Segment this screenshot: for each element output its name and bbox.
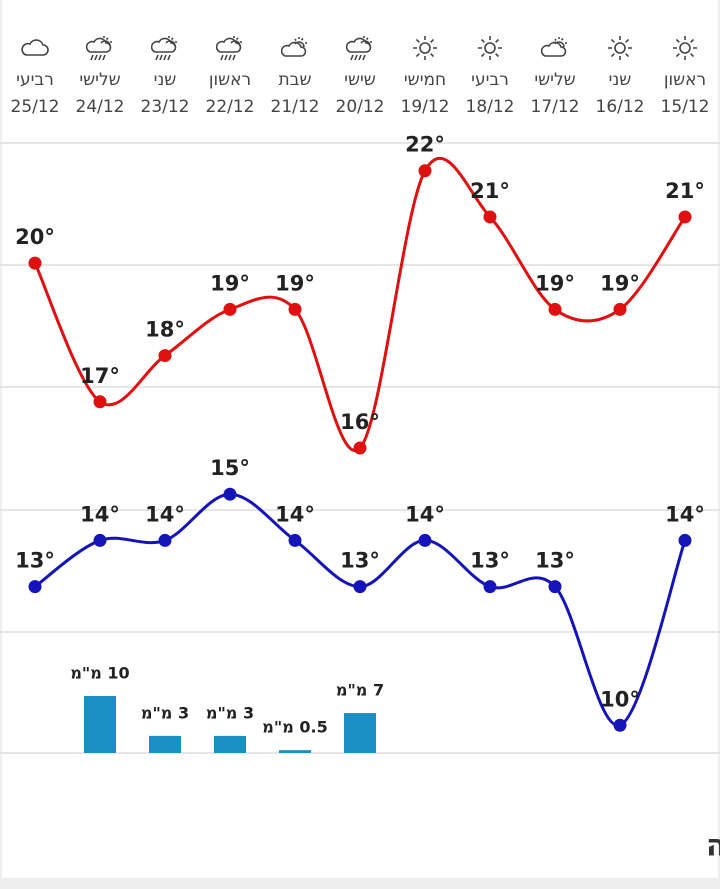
- x-tick-label: שבת: [278, 70, 311, 90]
- data-label: 13°: [15, 549, 55, 573]
- point: [353, 441, 367, 455]
- x-tick-label: רביעי: [471, 70, 509, 90]
- data-label: 14°: [665, 502, 705, 526]
- x-tick-label: 16/12: [596, 97, 645, 117]
- point: [483, 580, 497, 594]
- x-tick-label: 24/12: [76, 97, 125, 117]
- data-label: 21°: [665, 179, 705, 203]
- bar: [214, 735, 246, 753]
- bar: [149, 735, 181, 753]
- data-label: 18°: [145, 318, 185, 342]
- bar: [344, 713, 376, 753]
- bar: [279, 750, 311, 753]
- data-label: 21°: [470, 179, 510, 203]
- data-label: 10°: [600, 687, 640, 711]
- x-tick-label: שלישי: [79, 70, 120, 90]
- data-label: 16°: [340, 410, 380, 434]
- x-tick-label: ראשון: [209, 70, 251, 90]
- point: [288, 302, 302, 316]
- point: [158, 533, 172, 547]
- point: [158, 349, 172, 363]
- x-tick-label: 15/12: [661, 97, 710, 117]
- data-label: 13°: [340, 549, 380, 573]
- data-label: 3 מ"מ: [141, 703, 189, 722]
- x-tick-label: 18/12: [466, 97, 515, 117]
- x-tick-label: רביעי: [16, 70, 54, 90]
- x-tick-label: 21/12: [271, 97, 320, 117]
- point: [613, 302, 627, 316]
- point: [678, 533, 692, 547]
- point: [28, 256, 42, 270]
- data-label: 13°: [535, 549, 575, 573]
- data-label: 14°: [145, 502, 185, 526]
- x-tick-label: 22/12: [206, 97, 255, 117]
- x-tick-label: שני: [609, 70, 632, 90]
- x-tick-label: שישי: [344, 70, 376, 90]
- data-label: 13°: [470, 549, 510, 573]
- data-label: 3 מ"מ: [206, 703, 254, 722]
- x-tick-label: שני: [154, 70, 177, 90]
- data-label: 0.5 מ"מ: [262, 718, 327, 737]
- data-label: 19°: [600, 271, 640, 295]
- chart-title: מזג אוויר שעתי בנתניה: [706, 829, 720, 864]
- x-tick-label: ראשון: [664, 70, 706, 90]
- data-label: 20°: [15, 225, 55, 249]
- data-label: 22°: [405, 133, 445, 157]
- point: [288, 533, 302, 547]
- point: [93, 395, 107, 409]
- data-label: 14°: [80, 502, 120, 526]
- x-tick-label: 23/12: [141, 97, 190, 117]
- point: [613, 718, 627, 732]
- x-tick-label: 19/12: [401, 97, 450, 117]
- data-label: 15°: [210, 456, 250, 480]
- x-tick-label: 17/12: [531, 97, 580, 117]
- data-label: 19°: [275, 271, 315, 295]
- weather-icons: [21, 35, 698, 61]
- data-label: 7 מ"מ: [336, 681, 384, 700]
- point: [678, 210, 692, 224]
- point: [418, 533, 432, 547]
- x-tick-label: שלישי: [534, 70, 575, 90]
- point: [483, 210, 497, 224]
- bar: [84, 695, 116, 753]
- data-label: 14°: [275, 502, 315, 526]
- data-label: 19°: [535, 271, 575, 295]
- data-label: 19°: [210, 271, 250, 295]
- point: [28, 580, 42, 594]
- point: [548, 302, 562, 316]
- footer-strip: [0, 878, 720, 889]
- data-label: 14°: [405, 502, 445, 526]
- point: [548, 580, 562, 594]
- data-label: 10 מ"מ: [70, 663, 129, 682]
- point: [353, 580, 367, 594]
- line: [33, 156, 687, 453]
- point: [223, 487, 237, 501]
- x-tick-label: חמישי: [404, 70, 446, 90]
- x-tick-label: 20/12: [336, 97, 385, 117]
- point: [223, 302, 237, 316]
- x-tick-label: 25/12: [11, 97, 60, 117]
- point: [93, 533, 107, 547]
- point: [418, 164, 432, 178]
- data-label: 17°: [80, 364, 120, 388]
